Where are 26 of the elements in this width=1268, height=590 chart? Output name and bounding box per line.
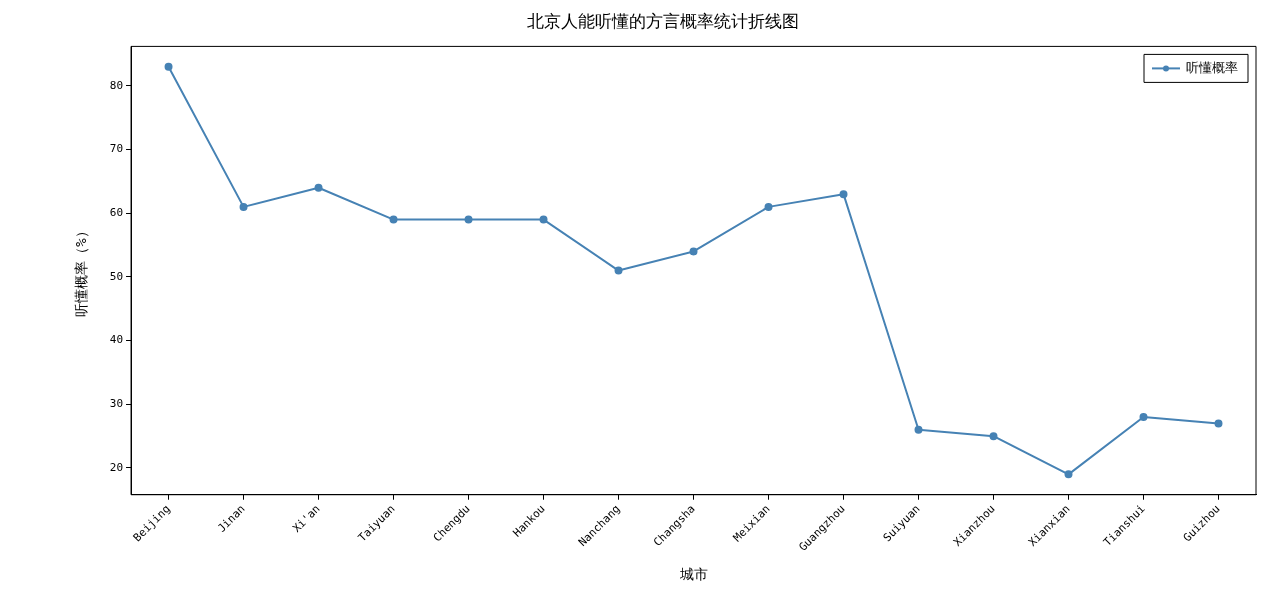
point	[239, 202, 248, 211]
point	[164, 62, 173, 71]
point	[839, 190, 848, 199]
y-tick-label: 70	[109, 142, 124, 156]
legend-label: 听懂概率	[1186, 59, 1238, 75]
chart-title: 北京人能听懂的方言概率统计折线图	[527, 10, 799, 31]
y-tick-label: 20	[109, 460, 124, 474]
point	[1064, 470, 1073, 479]
y-tick-label: 50	[109, 269, 124, 283]
y-axis-title: 听懂概率（%）	[73, 224, 90, 317]
point	[539, 215, 548, 224]
y-tick-label: 60	[109, 206, 124, 220]
y-tick-label: 80	[109, 78, 124, 92]
point	[1214, 419, 1223, 428]
point	[614, 266, 623, 275]
point	[389, 215, 398, 224]
point	[764, 202, 773, 211]
point	[914, 425, 923, 434]
y-tick-label: 40	[109, 333, 124, 347]
point	[464, 215, 473, 224]
x-axis-title: 城市	[678, 566, 708, 583]
point	[689, 247, 698, 256]
point	[989, 432, 998, 441]
y-tick-label: 30	[109, 397, 124, 411]
point	[1139, 413, 1148, 422]
point	[314, 183, 323, 192]
